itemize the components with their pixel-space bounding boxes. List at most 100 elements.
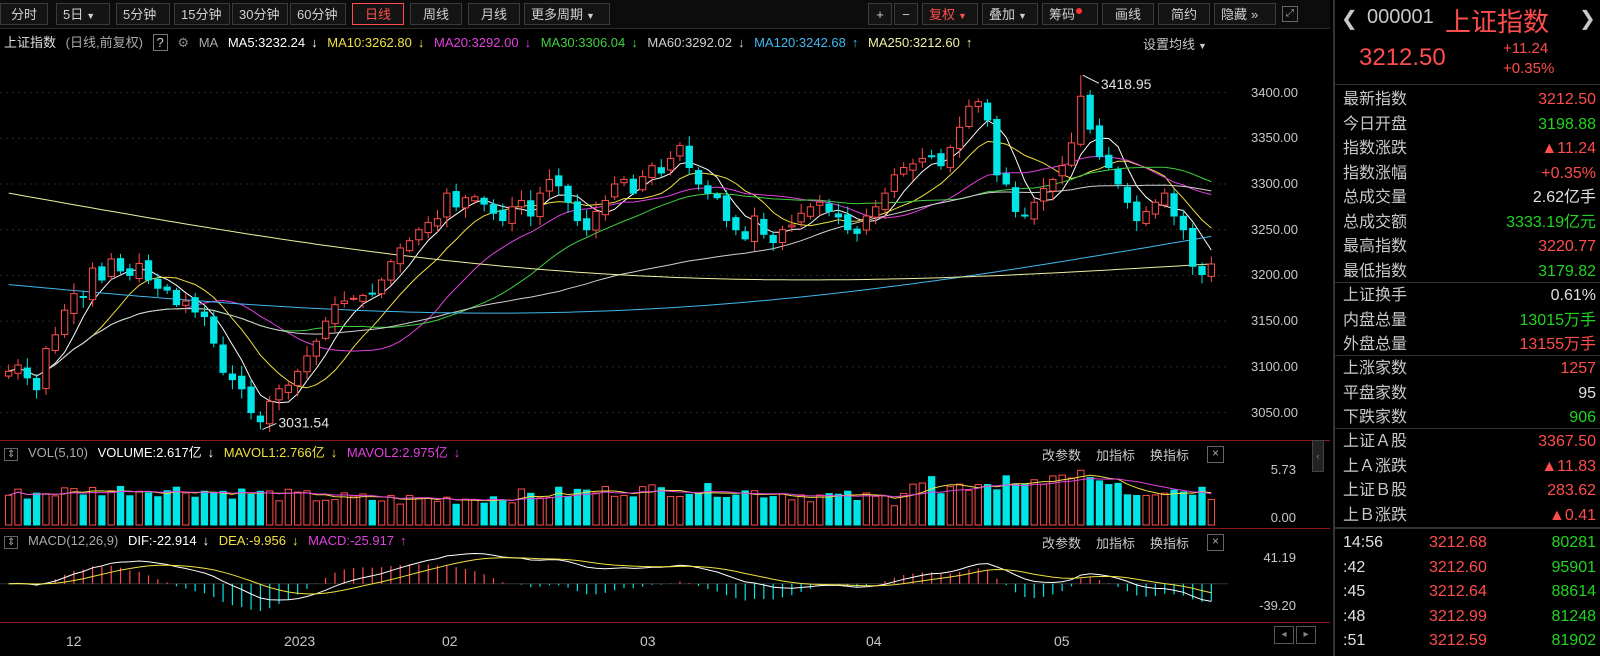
vol-add-indicator-button[interactable]: 加指标: [1096, 448, 1136, 463]
zoom-out-button[interactable]: −: [894, 3, 918, 25]
overlay-button[interactable]: 叠加 ▼: [982, 3, 1038, 25]
candle-down: [256, 415, 265, 423]
ma5-value: MA5:3232.24 ↓: [227, 35, 318, 50]
close-icon[interactable]: ×: [1207, 446, 1224, 463]
tab-more-periods[interactable]: 更多周期 ▼: [524, 3, 610, 25]
volume-bar: [648, 484, 656, 526]
scroll-left-icon[interactable]: ◂: [1274, 626, 1294, 644]
tab-fenshi[interactable]: 分时: [0, 3, 48, 25]
panel-toggle-handle[interactable]: ‹: [1312, 440, 1324, 472]
volume-bar: [825, 493, 833, 526]
forward-icon[interactable]: ❯: [1579, 8, 1596, 30]
volume-bar: [303, 490, 311, 526]
tab-60min[interactable]: 60分钟: [290, 3, 346, 25]
collapse-icon[interactable]: ⇕: [4, 536, 19, 549]
macd-add-indicator-button[interactable]: 加指标: [1096, 536, 1136, 551]
candle-up: [601, 199, 610, 216]
chips-button[interactable]: 筹码: [1042, 3, 1098, 25]
candle-up: [303, 355, 311, 373]
candle-down: [98, 266, 106, 281]
volume-bar: [42, 493, 50, 526]
volume-bar: [955, 483, 964, 526]
candle-down: [722, 195, 731, 222]
candle-down: [1179, 215, 1188, 231]
candle-up: [88, 267, 97, 301]
scroll-right-icon[interactable]: ▸: [1296, 626, 1316, 644]
help-icon[interactable]: ?: [152, 34, 168, 51]
candle-down: [1105, 154, 1113, 169]
volume-bar: [872, 495, 880, 526]
candle-up: [1142, 210, 1150, 225]
tick-time: :51: [1343, 632, 1366, 649]
macd-chart[interactable]: [0, 552, 1228, 616]
volume-bar: [750, 490, 759, 526]
macd-label: MACD(12,26,9): [28, 533, 119, 548]
macd-switch-indicator-button[interactable]: 换指标: [1150, 536, 1190, 551]
candle-up: [331, 304, 339, 325]
candle-up: [909, 163, 917, 171]
quote-row-label: 上证换手: [1343, 287, 1408, 304]
candle-down: [480, 197, 488, 205]
candle-down: [583, 218, 591, 231]
quote-row: 指数涨幅 +0.35%: [1335, 162, 1600, 186]
back-icon[interactable]: ❮: [1341, 8, 1358, 30]
candle-down: [154, 278, 162, 289]
candle-up: [1207, 263, 1215, 277]
macd-change-params-button[interactable]: 改参数: [1042, 536, 1082, 551]
tick-time: 14:56: [1343, 534, 1384, 551]
fuquan-button[interactable]: 复权 ▼: [922, 3, 978, 25]
chevron-down-icon: ▼: [958, 11, 967, 21]
volume-bar: [555, 486, 563, 526]
ma-settings-button[interactable]: 设置均线 ▼: [1143, 34, 1207, 53]
candle-up: [1039, 188, 1048, 202]
vol-label: VOL(5,10): [28, 445, 88, 460]
collapse-icon[interactable]: ⇕: [4, 448, 19, 461]
tab-monthly[interactable]: 月线: [468, 3, 520, 25]
mavol2-value: MAVOL2:2.975亿 ↓: [346, 445, 461, 460]
draw-line-button[interactable]: 画线: [1102, 3, 1154, 25]
candle-down: [657, 167, 665, 174]
candle-down: [228, 373, 237, 381]
tab-weekly[interactable]: 周线: [410, 3, 462, 25]
stock-name: 上证指数: [1445, 7, 1550, 37]
quote-row-label: 内盘总量: [1343, 311, 1408, 329]
candle-up: [946, 146, 954, 169]
hide-button[interactable]: 隐藏»: [1214, 3, 1276, 25]
ma120-text: MA120:3242.68: [754, 35, 846, 50]
tab-5day[interactable]: 5日 ▼: [56, 3, 110, 25]
tab-5day-label: 5日: [63, 7, 84, 22]
volume-bar: [14, 488, 22, 526]
volume-bar: [769, 496, 777, 526]
expand-icon[interactable]: ⤢: [1282, 6, 1298, 22]
volume-chart[interactable]: [0, 464, 1228, 526]
close-icon[interactable]: ×: [1207, 534, 1224, 551]
tick-price: 3212.64: [1429, 583, 1487, 600]
candle-up: [900, 167, 908, 175]
simple-mode-button[interactable]: 简约: [1158, 3, 1210, 25]
volume-bar: [144, 492, 153, 526]
volume-bar: [638, 486, 647, 526]
volume-bar: [704, 483, 712, 526]
volume-bar: [405, 495, 414, 526]
tab-30min[interactable]: 30分钟: [232, 3, 288, 25]
tab-5min[interactable]: 5分钟: [116, 3, 170, 25]
tab-daily[interactable]: 日线: [352, 3, 404, 25]
quote-row: 上证换手 0.61%: [1335, 284, 1600, 308]
ma60-text: MA60:3292.02: [647, 35, 732, 50]
quote-row-label: 上Ｂ涨跌: [1343, 506, 1408, 524]
tick-volume: 81248: [1551, 607, 1597, 625]
quote-row-value: +0.35%: [1541, 164, 1596, 182]
volume-bar: [396, 503, 404, 526]
gear-icon[interactable]: ⚙: [177, 35, 190, 50]
vol-change-params-button[interactable]: 改参数: [1042, 448, 1082, 463]
candlestick-chart[interactable]: 3418.95 3031.54: [0, 56, 1228, 440]
price-tick: 3150.00: [1251, 313, 1298, 329]
tab-15min[interactable]: 15分钟: [174, 3, 230, 25]
vol-switch-indicator-button[interactable]: 换指标: [1150, 448, 1190, 463]
volume-bar: [331, 499, 339, 526]
zoom-in-button[interactable]: +: [868, 3, 892, 25]
quote-row: 上证Ｂ股 283.62: [1335, 479, 1600, 503]
mavol1-value: MAVOL1:2.766亿 ↓: [223, 445, 338, 460]
volume-bar: [797, 494, 805, 526]
candle-up: [321, 320, 330, 339]
